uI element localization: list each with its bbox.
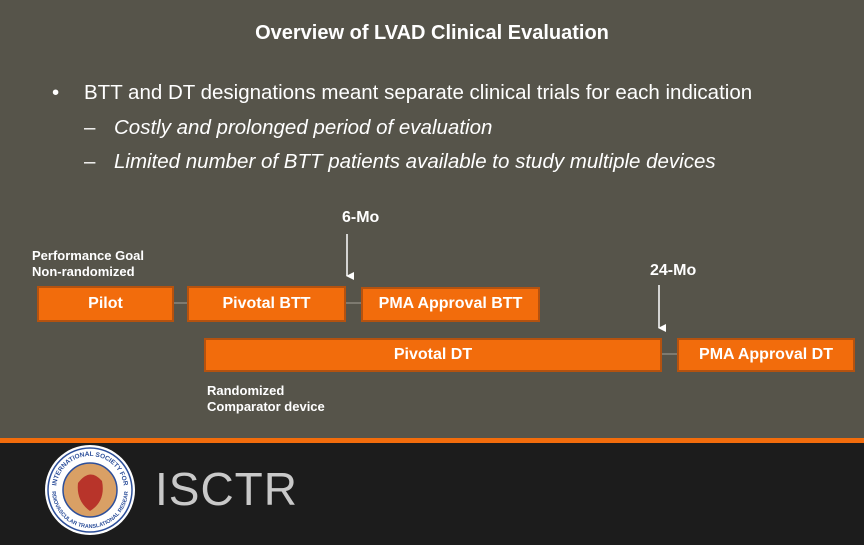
title: Overview of LVAD Clinical Evaluation (255, 22, 609, 44)
bullet: BTT and DT designations meant separate c… (52, 78, 772, 179)
logo: INTERNATIONAL SOCIETY FOR CARDIOVASCULAR… (40, 443, 135, 535)
note-line: Performance Goal (32, 248, 144, 263)
marker-label: 24-Mo (650, 262, 697, 279)
logo-ring (47, 447, 133, 533)
marker-label: 6-Mo (342, 209, 380, 226)
note: Randomized Comparator device (207, 383, 325, 415)
box: Pilot (37, 286, 174, 322)
box: PMA Approval BTT (361, 287, 540, 322)
sub-bullet-text: Limited number of BTT patients available… (114, 150, 716, 173)
note-line: Randomized (207, 383, 285, 398)
sub-bullet: Limited number of BTT patients available… (84, 145, 754, 179)
diagram-lines (174, 234, 677, 355)
footer (0, 438, 864, 545)
bullet-text: BTT and DT designations meant separate c… (84, 81, 753, 104)
box: Pivotal DT (204, 338, 662, 372)
logo-heart (77, 474, 103, 511)
box: Pivotal BTT (187, 286, 346, 322)
sub-bullet: Costly and prolonged period of evaluatio… (84, 111, 772, 145)
note-line: Non-randomized (32, 264, 135, 279)
bullet-list: BTT and DT designations meant separate c… (52, 78, 772, 179)
note: Performance Goal Non-randomized (32, 248, 144, 280)
box: PMA Approval DT (677, 338, 855, 372)
brand: ISCTR (155, 463, 298, 515)
sub-bullet-text: Costly and prolonged period of evaluatio… (114, 116, 493, 139)
note-line: Comparator device (207, 399, 325, 414)
sub-bullet-list: Costly and prolonged period of evaluatio… (84, 111, 772, 179)
